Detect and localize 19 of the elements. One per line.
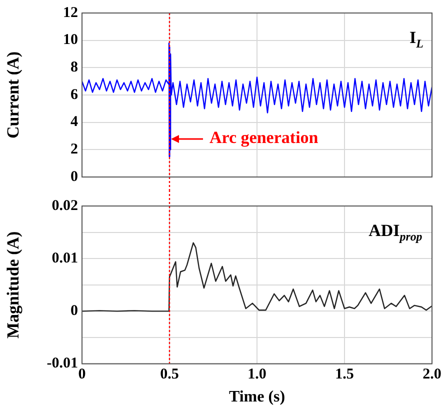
- y-tick-label: 0: [70, 168, 78, 185]
- x-tick-label: 1.0: [248, 366, 266, 383]
- y-tick-label: 6: [70, 86, 78, 103]
- y-tick-label: 0.02: [52, 198, 78, 214]
- y-tick-label: 2: [70, 142, 78, 158]
- x-tick-label: 0.5: [160, 366, 179, 383]
- x-axis-title: Time (s): [228, 388, 286, 406]
- y-tick-label: 10: [63, 32, 78, 48]
- y-tick-label: 0: [70, 303, 78, 320]
- y-tick-label: 0.01: [52, 250, 78, 266]
- y-tick-label: 12: [63, 4, 78, 21]
- y-tick-label: 4: [70, 114, 78, 130]
- y-axis-title: Magnitude (A): [4, 231, 23, 338]
- x-tick-label: 1.5: [335, 366, 354, 383]
- y-axis-title: Current (A): [4, 51, 23, 139]
- annotation: Arc generation: [210, 128, 319, 148]
- x-tick-label: 2.0: [422, 366, 442, 383]
- y-tick-label: 8: [70, 60, 78, 76]
- y-tick-label: -0.01: [46, 356, 78, 372]
